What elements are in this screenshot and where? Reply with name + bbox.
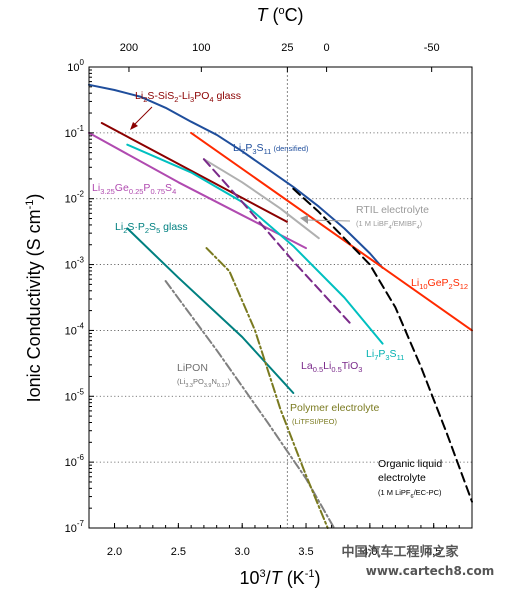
label-li7dens: Li7P3S11 (densified) (233, 142, 309, 156)
y-tick-label: 10-5 (65, 387, 85, 403)
label-rtil1: RTIL electrolyte (356, 204, 429, 216)
x-axis-title: 103/T (K-1) (240, 568, 321, 588)
top-tick-label: 25 (281, 42, 293, 54)
watermark: 中国汽车工程师之家 www.cartech8.com (341, 544, 494, 578)
y-tick-label: 10-7 (65, 519, 85, 535)
x-tick-label: 2.5 (171, 546, 186, 558)
series-line-2 (190, 131, 473, 332)
annotation-layer: Li2S-SiS2-Li3PO4 glass Li7P3S11 (densifie… (92, 90, 468, 500)
top-tick-label: -50 (424, 42, 440, 54)
y-axis-title: Ionic Conductivity (S cm-1) (24, 194, 44, 403)
watermark-text-url: www.cartech8.com (366, 564, 494, 578)
series-line-4 (202, 158, 320, 240)
label-glass: Li2S-SiS2-Li3PO4 glass (135, 90, 241, 104)
y-tick-label: 10-3 (65, 256, 85, 272)
x-tick-label: 3.0 (235, 546, 250, 558)
label-lipon1: LiPON (177, 362, 208, 374)
series-line-9 (164, 280, 336, 529)
x-tick-label: 3.5 (298, 546, 313, 558)
series-line-5 (88, 131, 307, 250)
glass-pointer-head (130, 122, 138, 130)
rtil-pointer-head (300, 215, 308, 224)
label-org3: (1 M LiPF6/EC-PC) (378, 488, 442, 500)
top-tick-label: 200 (120, 42, 138, 54)
series-line-8 (126, 227, 295, 394)
y-tick-label: 10-2 (65, 190, 85, 206)
label-org1: Organic liquid (378, 458, 442, 470)
series-line-0 (100, 122, 288, 223)
series-line-6 (126, 143, 384, 345)
y-tick-label: 100 (67, 58, 84, 74)
ticks-layer: 2.0 2.5 3.0 3.5 4.0 4.5 100 10-1 10-2 10-3 10-4 10-… (65, 42, 460, 558)
series-line-3 (292, 187, 473, 503)
label-poly1: Polymer electrolyte (290, 402, 379, 414)
label-lgps_ge: Li3.25Ge0.25P0.75S4 (92, 182, 176, 196)
top-tick-label: 100 (192, 42, 210, 54)
label-lgps: Li10GeP2S12 (411, 277, 468, 291)
label-lips: Li2S·P2S5 glass (115, 221, 188, 235)
top-tick-label: 0 (324, 42, 330, 54)
top-axis-title: T (oC) (256, 5, 303, 25)
label-poly2: (LiTFSI/PEO) (292, 417, 338, 426)
y-tick-label: 10-6 (65, 453, 85, 469)
y-tick-label: 10-4 (65, 321, 85, 337)
label-li7: Li7P3S11 (366, 348, 404, 362)
watermark-text-cn: 中国汽车工程师之家 (341, 544, 459, 560)
label-lipon2: (Li3.3PO3.9N0.17) (177, 377, 231, 389)
rtil-pointer (305, 219, 351, 222)
x-tick-label: 2.0 (107, 546, 122, 558)
label-org2: electrolyte (378, 472, 426, 484)
y-tick-label: 10-1 (65, 124, 85, 140)
series-line-7 (202, 158, 352, 325)
x-tick-label: 4.0 (362, 546, 377, 558)
series-layer (88, 83, 473, 529)
label-llto: La0.5Li0.5TiO3 (301, 360, 362, 374)
label-rtil2: (1 M LiBF4/EMIBF4) (356, 219, 423, 231)
series-line-10 (205, 247, 329, 529)
glass-pointer (131, 106, 153, 128)
x-tick-label: 4.5 (426, 546, 441, 558)
series-line-1 (88, 83, 384, 269)
